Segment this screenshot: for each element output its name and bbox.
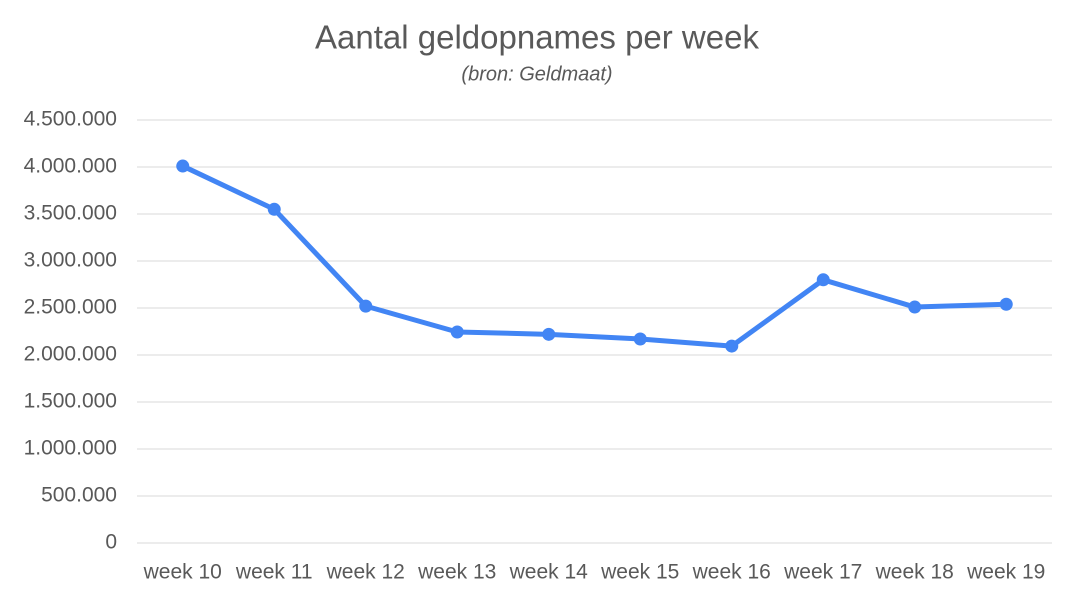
point-marker xyxy=(633,332,647,346)
point-marker xyxy=(450,325,464,339)
series-line xyxy=(181,163,1007,349)
point-marker xyxy=(999,297,1013,311)
point-marker xyxy=(725,339,739,353)
point-marker xyxy=(816,273,830,287)
y-tick-label: 3.500.000 xyxy=(24,202,117,225)
x-tick-label: week 19 xyxy=(966,561,1045,584)
x-tick-label: week 10 xyxy=(143,561,222,584)
y-tick-label: 4.000.000 xyxy=(24,155,117,178)
x-tick-label: week 11 xyxy=(235,561,313,584)
chart-title: Aantal geldopnames per week xyxy=(315,19,759,56)
y-tick-label: 1.000.000 xyxy=(24,437,117,460)
y-tick-label: 1.500.000 xyxy=(24,390,117,413)
y-tick-label: 500.000 xyxy=(41,484,117,507)
y-tick-label: 2.500.000 xyxy=(24,296,117,319)
y-tick-label: 4.500.000 xyxy=(24,108,117,131)
x-tick-label: week 12 xyxy=(326,561,405,584)
y-tick-label: 3.000.000 xyxy=(24,249,117,272)
point-marker xyxy=(908,300,922,314)
x-tick-label: week 15 xyxy=(600,561,679,584)
point-marker xyxy=(359,299,373,313)
x-tick-label: week 13 xyxy=(417,561,496,584)
x-tick-label: week 14 xyxy=(509,561,589,584)
y-tick-label: 0 xyxy=(105,531,117,554)
point-marker xyxy=(267,202,281,216)
point-marker xyxy=(542,327,556,341)
y-tick-label: 2.000.000 xyxy=(24,343,117,366)
chart-subtitle: (bron: Geldmaat) xyxy=(461,63,612,85)
x-tick-label: week 16 xyxy=(692,561,771,584)
x-tick-label: week 17 xyxy=(783,561,862,584)
point-marker xyxy=(176,159,190,173)
x-tick-label: week 18 xyxy=(875,561,954,584)
